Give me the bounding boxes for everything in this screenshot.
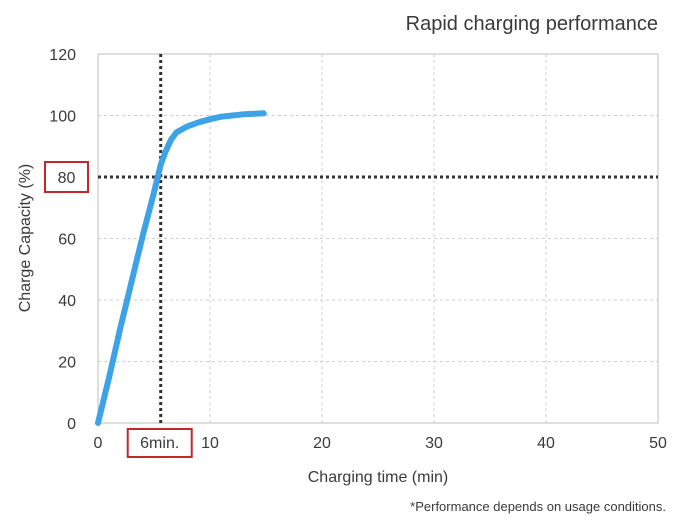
- x-tick-label: 30: [425, 435, 443, 452]
- x-tick-label: 10: [201, 435, 219, 452]
- annotation-label-y: 80: [58, 170, 76, 187]
- chart-title: Rapid charging performance: [406, 13, 658, 35]
- x-tick-label: 0: [94, 435, 103, 452]
- annotation-label-x: 6min.: [140, 435, 179, 452]
- x-tick-label: 40: [537, 435, 555, 452]
- annotation-labels: 80 6min.: [44, 161, 193, 458]
- reference-lines: [98, 54, 658, 423]
- series-line-0: [95, 110, 267, 426]
- plot-frame: [97, 53, 659, 424]
- y-tick-label: 0: [67, 416, 76, 433]
- highlight-box-x: [126, 428, 193, 458]
- y-axis-ticks: 0 20 40 60 100 120: [49, 47, 76, 433]
- y-tick-label: 20: [58, 355, 76, 372]
- y-tick-label: 60: [58, 232, 76, 249]
- x-tick-label: 50: [649, 435, 667, 452]
- y-axis-label: Charge Capacity (%): [17, 164, 34, 313]
- x-axis-label: Charging time (min): [308, 469, 448, 486]
- series-layer: [95, 110, 267, 426]
- y-tick-label: 40: [58, 293, 76, 310]
- x-tick-label: 20: [313, 435, 331, 452]
- footnote: *Performance depends on usage conditions…: [410, 499, 666, 514]
- highlight-box-y: [44, 161, 89, 193]
- x-axis-ticks: 0 10 20 30 40 50: [94, 435, 667, 452]
- y-tick-label: 120: [49, 47, 76, 64]
- grid-lines: [98, 54, 658, 423]
- y-tick-label: 100: [49, 109, 76, 126]
